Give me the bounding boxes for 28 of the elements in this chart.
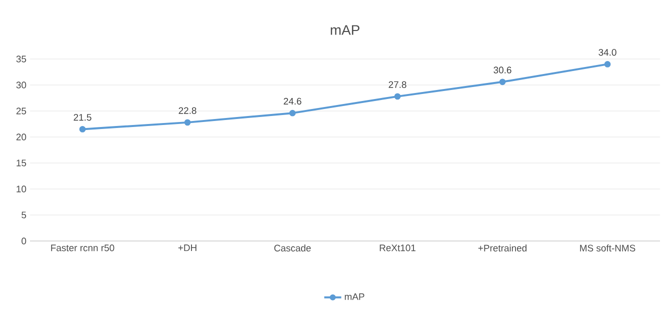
y-tick-label: 20 [16,134,26,140]
data-label: 24.6 [284,98,302,105]
point [499,78,506,86]
data-label: 22.8 [178,107,196,114]
point [184,119,191,126]
data-label: 30.6 [494,66,512,74]
x-tick-label: Faster rcnn r50 [51,244,114,252]
data-label: 34.0 [598,48,616,56]
x-tick-label: ReXt101 [380,244,416,252]
data-label: 27.8 [388,81,406,88]
x-tick-label: MS soft-NMS [580,244,636,252]
legend-label: mAP [344,293,364,300]
y-tick-label: 5 [22,212,26,218]
x-tick-label: +Pretrained [478,244,526,252]
y-tick-label: 30 [16,82,26,88]
chart-title: mAP [330,25,360,35]
point [289,110,296,116]
point [79,126,86,132]
y-tick-label: 15 [16,160,26,166]
y-tick-label: 25 [16,108,26,114]
data-label: 21.5 [74,114,92,121]
y-tick-label: 10 [16,186,26,192]
x-tick-label: +DH [178,244,196,252]
y-tick-label: 35 [16,56,26,62]
point [394,93,401,100]
x-tick-label: Cascade [274,244,311,252]
y-tick-label: 0 [22,238,26,244]
point [604,61,611,68]
